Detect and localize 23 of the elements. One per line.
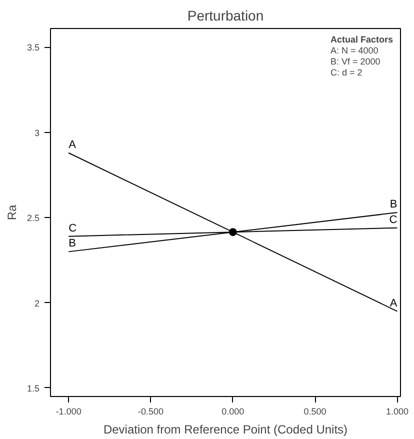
x-tick-label: -0.500 [138,406,164,416]
y-tick-label: 1.5 [26,383,40,394]
y-tick-label: 2 [34,298,40,308]
text: B [390,198,398,210]
y-axis-title: Ra [4,204,19,220]
annotation: C: d = 2 [330,68,362,78]
series-label: A [390,297,398,310]
x-axis-title: Deviation from Reference Point (Coded Units) [103,422,348,436]
series-label: C [68,222,77,234]
x-tick-label: 0.500 [304,406,326,416]
text: A [68,138,76,151]
text: C [389,214,398,226]
annotation: B: Vf = 2000 [330,56,380,66]
y-tick-label: 3.5 [26,42,40,53]
y-tick-label: 2.5 [26,213,40,224]
annotation: Actual Factors [330,34,394,44]
x-tick-label: -1.000 [56,406,82,416]
chart-title: Perturbation [187,8,264,24]
annotation: A: N = 4000 [330,46,378,56]
x-tick-label: 1.000 [386,406,408,416]
x-tick-label: 0.000 [222,406,244,416]
series-label: B [68,238,76,250]
y-tick-label: 3 [34,128,40,138]
